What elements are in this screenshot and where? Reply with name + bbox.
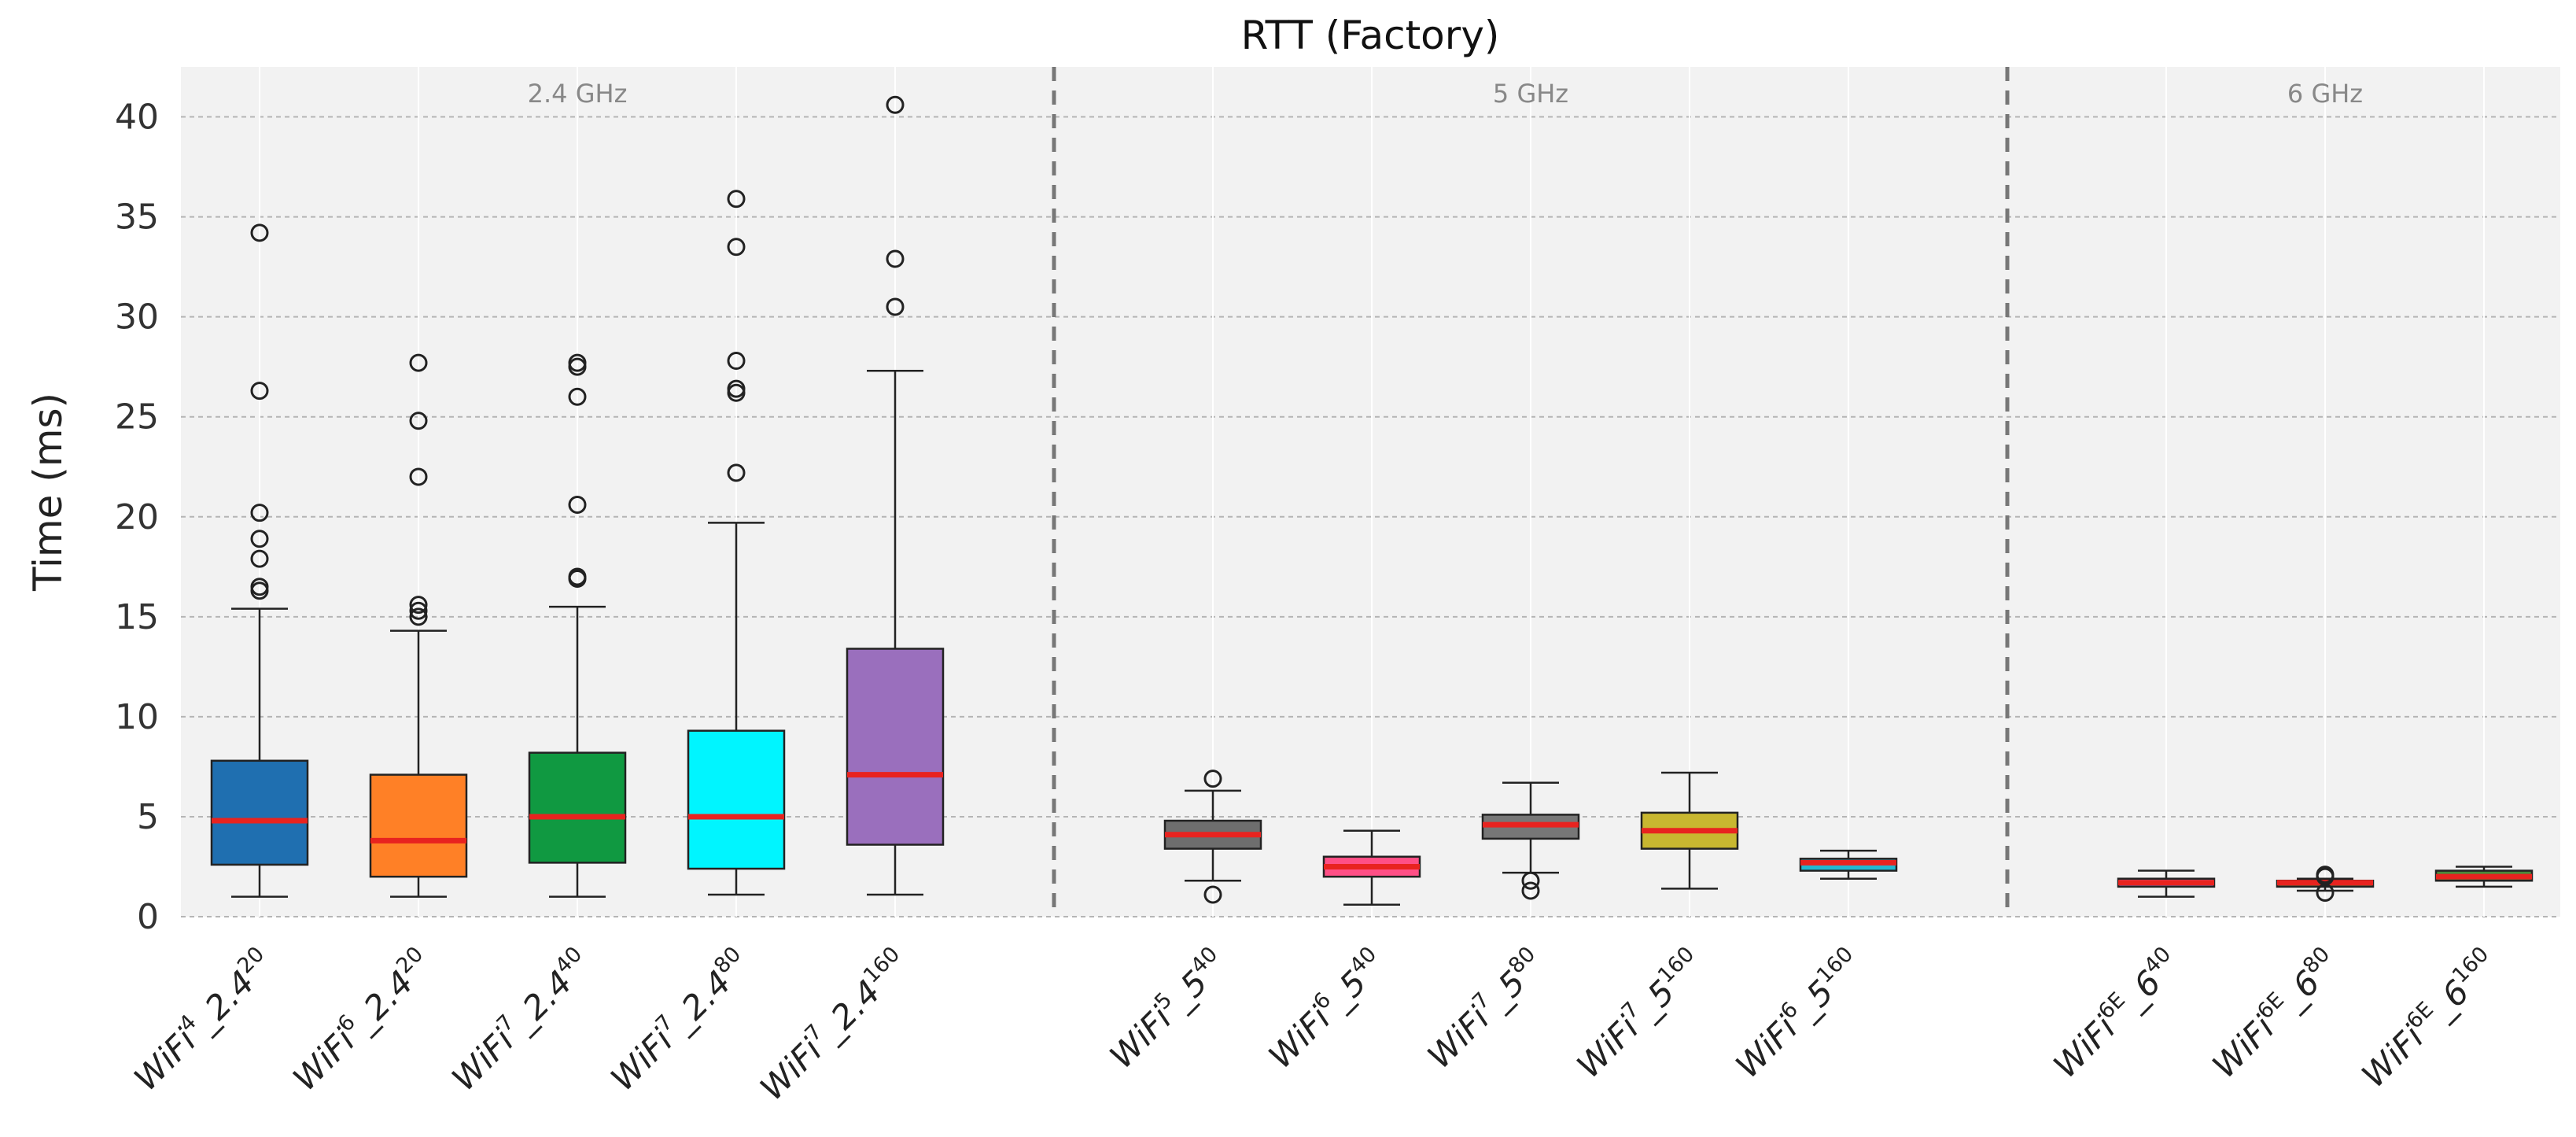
y-tick-label: 0 xyxy=(137,897,159,937)
outlier-point xyxy=(727,463,746,482)
outlier-point xyxy=(250,578,269,596)
iqr-box xyxy=(528,751,627,864)
outlier-point xyxy=(409,607,428,626)
outlier-point xyxy=(1521,871,1540,890)
y-tick-label: 10 xyxy=(115,697,159,737)
x-tick-label: WiFi6E_6160 xyxy=(2353,942,2505,1095)
iqr-box xyxy=(846,648,945,846)
box-plot-9 xyxy=(1799,849,1898,880)
y-tick-label: 40 xyxy=(115,98,159,138)
outlier-point xyxy=(409,467,428,486)
box-plot-4 xyxy=(846,95,945,896)
x-tick-label: WiFi5_540 xyxy=(1100,942,1234,1076)
box-plot-5 xyxy=(1163,770,1262,904)
x-tick-label: WiFi6E_680 xyxy=(2203,942,2346,1085)
chart-title: RTT (Factory) xyxy=(1241,13,1500,58)
y-axis-label: Time (ms) xyxy=(25,393,71,592)
outlier-point xyxy=(886,95,905,114)
iqr-box xyxy=(687,729,786,870)
y-tick-label: 35 xyxy=(115,197,159,238)
outlier-point xyxy=(727,352,746,371)
x-tick-label: WiFi7_2.440 xyxy=(443,942,599,1098)
x-tick-label: WiFi6_540 xyxy=(1259,942,1393,1076)
outlier-point xyxy=(727,379,746,398)
outlier-point xyxy=(568,353,587,372)
group-label: 5 GHz xyxy=(1493,79,1568,109)
group-labels: 2.4 GHz 5 GHz 6 GHz xyxy=(528,79,2363,109)
group-label: 2.4 GHz xyxy=(528,79,628,109)
box-plot-7 xyxy=(1481,781,1580,900)
outlier-point xyxy=(250,549,269,568)
box-plot-11 xyxy=(2276,866,2375,903)
box-plot-6 xyxy=(1322,829,1421,906)
group-separators xyxy=(1052,67,2010,917)
y-tick-label: 20 xyxy=(115,497,159,537)
box-plot-10 xyxy=(2117,869,2216,898)
y-tick-label: 15 xyxy=(115,597,159,637)
outlier-point xyxy=(568,567,587,586)
x-tick-label: WiFi6_5160 xyxy=(1727,942,1870,1085)
outlier-point xyxy=(568,496,587,515)
box-plot-3 xyxy=(687,190,786,896)
outlier-point xyxy=(250,504,269,522)
x-tick-label: WiFi4_2.420 xyxy=(125,942,281,1098)
x-tick-label: WiFi7_2.480 xyxy=(602,942,757,1098)
outlier-point xyxy=(250,530,269,548)
outlier-point xyxy=(886,249,905,268)
outlier-point xyxy=(250,223,269,242)
y-tick-label: 25 xyxy=(115,397,159,437)
x-tick-label: WiFi7_580 xyxy=(1418,942,1552,1076)
outlier-point xyxy=(727,238,746,257)
x-tick-label: WiFi7_2.4160 xyxy=(751,942,916,1107)
iqr-box xyxy=(210,759,309,866)
x-tick-label: WiFi6_2.420 xyxy=(284,942,440,1098)
outlier-point xyxy=(886,297,905,316)
outlier-point xyxy=(1203,885,1222,904)
group-label: 6 GHz xyxy=(2287,79,2363,109)
box-plot-0 xyxy=(210,223,309,898)
y-axis-ticks: 0 5 10 15 20 25 30 35 40 xyxy=(115,98,159,937)
outlier-point xyxy=(727,190,746,209)
y-tick-label: 5 xyxy=(137,797,159,837)
outlier-point xyxy=(2316,866,2335,884)
box-plot-8 xyxy=(1640,771,1739,890)
outlier-point xyxy=(1203,770,1222,788)
x-tick-label: WiFi7_5160 xyxy=(1568,942,1711,1085)
outlier-point xyxy=(409,353,428,372)
box-plot-2 xyxy=(528,353,627,898)
outlier-point xyxy=(409,601,428,620)
y-tick-label: 30 xyxy=(115,297,159,338)
x-tick-label: WiFi6E_640 xyxy=(2044,942,2187,1085)
outlier-point xyxy=(409,596,428,615)
outlier-point xyxy=(250,382,269,401)
box-plot-12 xyxy=(2434,866,2534,888)
iqr-box xyxy=(369,773,468,878)
x-axis-category-labels: WiFi4_2.420WiFi6_2.420WiFi7_2.440WiFi7_2… xyxy=(125,942,2505,1107)
outlier-point xyxy=(1521,881,1540,900)
boxes xyxy=(210,95,2534,906)
box-plot-1 xyxy=(369,353,468,898)
outlier-point xyxy=(568,387,587,406)
outlier-point xyxy=(409,412,428,430)
